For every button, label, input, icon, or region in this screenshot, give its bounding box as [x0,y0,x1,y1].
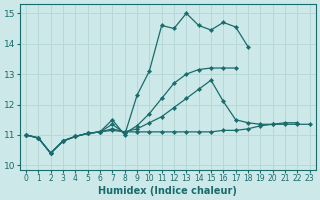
X-axis label: Humidex (Indice chaleur): Humidex (Indice chaleur) [98,186,237,196]
